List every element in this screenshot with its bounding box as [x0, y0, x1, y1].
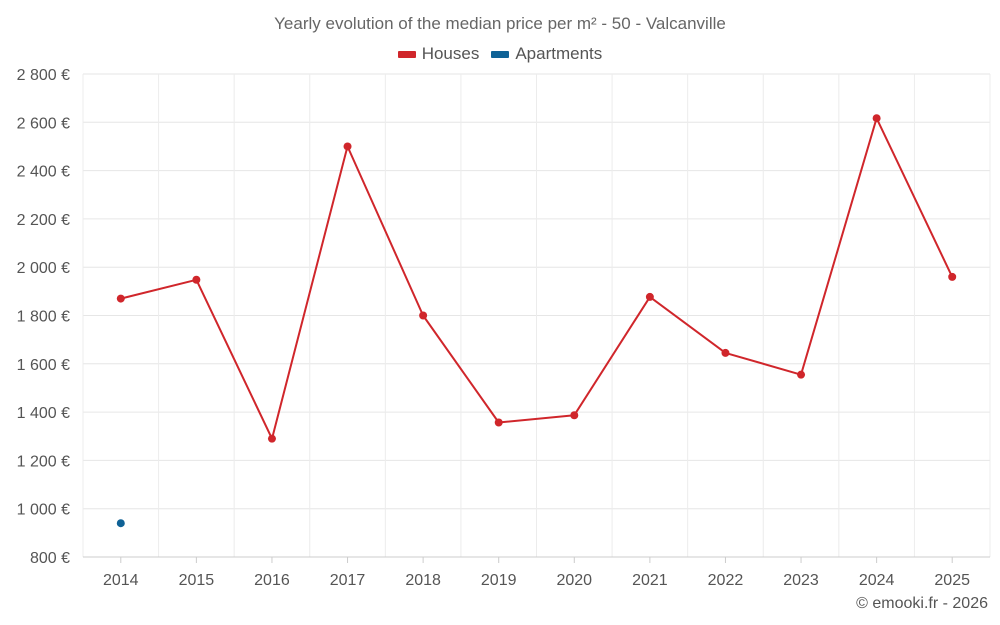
- data-point-houses: [797, 370, 806, 379]
- series-line-houses: [120, 117, 954, 440]
- legend-swatch-apartments: [491, 50, 510, 58]
- y-tick-label: 1 200 €: [17, 453, 70, 470]
- data-point-houses: [494, 418, 503, 427]
- data-point-houses: [419, 311, 428, 320]
- legend-swatch-houses: [397, 50, 416, 58]
- x-tick-label: 2021: [632, 572, 668, 589]
- legend-item-houses[interactable]: Houses: [397, 44, 480, 64]
- legend-item-apartments[interactable]: Apartments: [491, 44, 602, 64]
- y-tick-label: 1 400 €: [17, 405, 70, 422]
- credit-text: © emooki.fr - 2026: [856, 595, 988, 612]
- y-tick-label: 1 800 €: [17, 309, 70, 326]
- x-tick-label: 2014: [103, 572, 139, 589]
- data-point-houses: [645, 292, 654, 301]
- y-tick-label: 2 400 €: [17, 164, 70, 181]
- x-tick-label: 2016: [254, 572, 290, 589]
- y-tick-label: 2 800 €: [17, 67, 70, 84]
- y-tick-label: 2 200 €: [17, 212, 70, 229]
- data-point-houses: [116, 294, 125, 303]
- data-point-houses: [948, 272, 957, 281]
- y-tick-label: 1 600 €: [17, 357, 70, 374]
- y-tick-label: 2 600 €: [17, 115, 70, 132]
- x-tick-label: 2022: [708, 572, 744, 589]
- legend-label-apartments: Apartments: [515, 44, 603, 63]
- y-tick-label: 1 000 €: [17, 502, 70, 519]
- chart-title: Yearly evolution of the median price per…: [274, 14, 726, 33]
- data-point-houses: [872, 114, 881, 123]
- data-point-houses: [267, 434, 276, 443]
- data-point-apartments: [116, 519, 125, 528]
- x-tick-label: 2025: [934, 572, 970, 589]
- legend-label-houses: Houses: [421, 44, 480, 63]
- legend: Houses Apartments: [0, 44, 1000, 64]
- x-tick-label: 2018: [405, 572, 441, 589]
- data-point-houses: [570, 411, 579, 420]
- data-point-houses: [343, 142, 352, 151]
- x-tick-label: 2015: [179, 572, 215, 589]
- x-tick-label: 2020: [556, 572, 592, 589]
- data-point-houses: [721, 348, 730, 357]
- x-tick-label: 2019: [481, 572, 517, 589]
- x-tick-label: 2023: [783, 572, 819, 589]
- x-tick-label: 2024: [859, 572, 895, 589]
- x-tick-label: 2017: [330, 572, 366, 589]
- data-point-houses: [192, 275, 201, 284]
- y-tick-label: 800 €: [30, 550, 70, 567]
- y-tick-label: 2 000 €: [17, 260, 70, 277]
